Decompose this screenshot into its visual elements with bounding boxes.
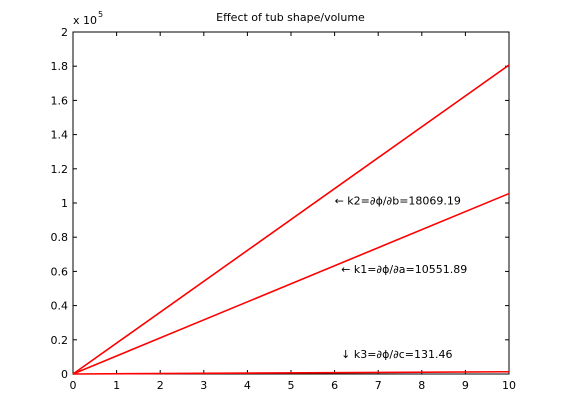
- y-multiplier-exponent: 5: [98, 10, 103, 19]
- annotation-k3: ↓ k3=∂ϕ/∂c=131.46: [341, 348, 452, 361]
- x-tick-label: 4: [244, 379, 251, 392]
- k3-line: [72, 370, 510, 375]
- x-tick-label: 8: [418, 379, 425, 392]
- chart-title: Effect of tub shape/volume: [216, 11, 365, 24]
- y-tick-label: 1.8: [51, 60, 69, 73]
- x-tick-label: 5: [288, 379, 295, 392]
- k1-line: [72, 192, 510, 375]
- y-tick-label: 0: [61, 368, 68, 381]
- y-multiplier-base: x 10: [73, 14, 97, 27]
- y-tick-label: 0.4: [51, 300, 69, 313]
- y-tick-label: 2: [61, 26, 68, 39]
- plot-area: 0 1 2 3 4 5 6 7 8 9 10 0 0.2 0.4 0.6 0.8 1 1.2 1.4 1.6 1.8 2 ←…: [51, 26, 517, 392]
- x-tick-label: 3: [200, 379, 207, 392]
- y-tick-label: 1.4: [51, 129, 69, 142]
- y-tick-label: 0.2: [51, 334, 69, 347]
- y-tick-label: 1.2: [51, 163, 69, 176]
- x-tick-label: 9: [462, 379, 469, 392]
- y-tick-label: 0.6: [51, 265, 69, 278]
- x-tick-label: 2: [157, 379, 164, 392]
- x-tick-label: 6: [331, 379, 338, 392]
- x-tick-label: 1: [113, 379, 120, 392]
- annotation-k2: ← k2=∂ϕ/∂b=18069.19: [335, 195, 461, 208]
- y-tick-label: 1.6: [51, 94, 69, 107]
- k2-line: [72, 64, 510, 375]
- x-tick-label: 0: [70, 379, 77, 392]
- x-tick-label: 7: [375, 379, 382, 392]
- y-tick-label: 0.8: [51, 231, 69, 244]
- y-multiplier: x 10 5: [73, 10, 103, 27]
- x-tick-label: 10: [502, 379, 516, 392]
- axes-frame: [72, 31, 510, 375]
- y-tick-label: 1: [61, 197, 68, 210]
- annotation-k1: ← k1=∂ϕ/∂a=10551.89: [341, 263, 467, 276]
